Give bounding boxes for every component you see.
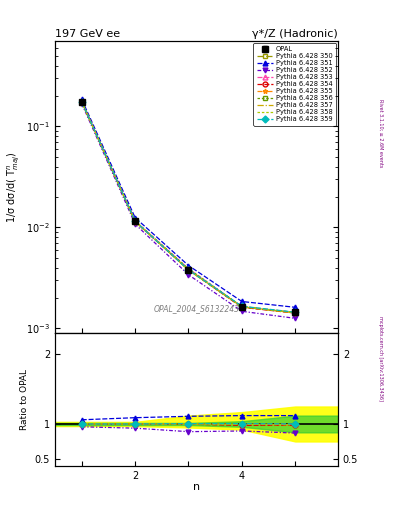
Pythia 6.428 357	[133, 218, 138, 224]
Pythia 6.428 358	[133, 218, 138, 224]
Line: Pythia 6.428 353: Pythia 6.428 353	[79, 99, 298, 315]
Pythia 6.428 354	[293, 310, 298, 316]
Y-axis label: Ratio to OPAL: Ratio to OPAL	[20, 369, 29, 430]
Pythia 6.428 357	[293, 310, 298, 316]
Pythia 6.428 350	[186, 267, 191, 273]
Pythia 6.428 358	[239, 304, 244, 310]
Pythia 6.428 353	[293, 309, 298, 315]
Pythia 6.428 352	[186, 272, 191, 278]
Pythia 6.428 355	[186, 267, 191, 273]
Pythia 6.428 353	[133, 218, 138, 224]
Pythia 6.428 357	[186, 267, 191, 273]
Text: OPAL_2004_S6132243: OPAL_2004_S6132243	[154, 304, 239, 313]
Line: Pythia 6.428 351: Pythia 6.428 351	[79, 97, 298, 310]
Pythia 6.428 355	[293, 310, 298, 316]
Pythia 6.428 355	[239, 304, 244, 310]
Pythia 6.428 354	[186, 267, 191, 273]
Pythia 6.428 354	[133, 219, 138, 225]
Pythia 6.428 359	[239, 303, 244, 309]
Text: γ*/Z (Hadronic): γ*/Z (Hadronic)	[252, 29, 338, 39]
X-axis label: n: n	[193, 482, 200, 492]
Pythia 6.428 356	[133, 218, 138, 224]
Pythia 6.428 352	[79, 100, 84, 106]
Pythia 6.428 351	[79, 96, 84, 102]
Pythia 6.428 350	[293, 310, 298, 316]
Line: Pythia 6.428 359: Pythia 6.428 359	[79, 99, 298, 314]
Text: Rivet 3.1.10; ≥ 2.6M events: Rivet 3.1.10; ≥ 2.6M events	[378, 99, 383, 167]
Pythia 6.428 359	[133, 218, 138, 224]
Pythia 6.428 350	[239, 304, 244, 310]
Pythia 6.428 352	[239, 308, 244, 314]
Line: Pythia 6.428 355: Pythia 6.428 355	[79, 99, 298, 315]
Pythia 6.428 355	[79, 99, 84, 105]
Line: Pythia 6.428 356: Pythia 6.428 356	[79, 99, 298, 315]
Pythia 6.428 351	[186, 263, 191, 269]
Line: Pythia 6.428 352: Pythia 6.428 352	[79, 101, 298, 321]
Legend: OPAL, Pythia 6.428 350, Pythia 6.428 351, Pythia 6.428 352, Pythia 6.428 353, Py: OPAL, Pythia 6.428 350, Pythia 6.428 351…	[253, 43, 336, 125]
Pythia 6.428 359	[79, 99, 84, 105]
Pythia 6.428 359	[186, 267, 191, 273]
Pythia 6.428 351	[293, 304, 298, 310]
Pythia 6.428 358	[293, 310, 298, 316]
Pythia 6.428 356	[186, 266, 191, 272]
Pythia 6.428 357	[239, 304, 244, 310]
Pythia 6.428 356	[239, 304, 244, 310]
Pythia 6.428 351	[239, 298, 244, 305]
Text: 197 GeV ee: 197 GeV ee	[55, 29, 120, 39]
Pythia 6.428 352	[133, 221, 138, 227]
Line: Pythia 6.428 350: Pythia 6.428 350	[79, 99, 298, 315]
Pythia 6.428 350	[133, 218, 138, 224]
Pythia 6.428 355	[133, 218, 138, 224]
Pythia 6.428 358	[79, 99, 84, 105]
Pythia 6.428 354	[239, 304, 244, 310]
Pythia 6.428 357	[79, 99, 84, 105]
Pythia 6.428 356	[79, 98, 84, 104]
Y-axis label: 1/σ dσ/d( T$_{maj}^{n}$): 1/σ dσ/d( T$_{maj}^{n}$)	[5, 151, 20, 223]
Pythia 6.428 353	[186, 266, 191, 272]
Pythia 6.428 352	[293, 315, 298, 322]
Pythia 6.428 350	[79, 99, 84, 105]
Text: mcplots.cern.ch [arXiv:1306.3436]: mcplots.cern.ch [arXiv:1306.3436]	[378, 316, 383, 401]
Line: Pythia 6.428 358: Pythia 6.428 358	[82, 102, 295, 313]
Pythia 6.428 359	[293, 309, 298, 315]
Line: Pythia 6.428 354: Pythia 6.428 354	[79, 100, 298, 315]
Pythia 6.428 351	[133, 215, 138, 221]
Line: Pythia 6.428 357: Pythia 6.428 357	[82, 102, 295, 313]
Pythia 6.428 353	[79, 98, 84, 104]
Pythia 6.428 356	[293, 309, 298, 315]
Pythia 6.428 354	[79, 99, 84, 105]
Pythia 6.428 358	[186, 267, 191, 273]
Pythia 6.428 353	[239, 304, 244, 310]
